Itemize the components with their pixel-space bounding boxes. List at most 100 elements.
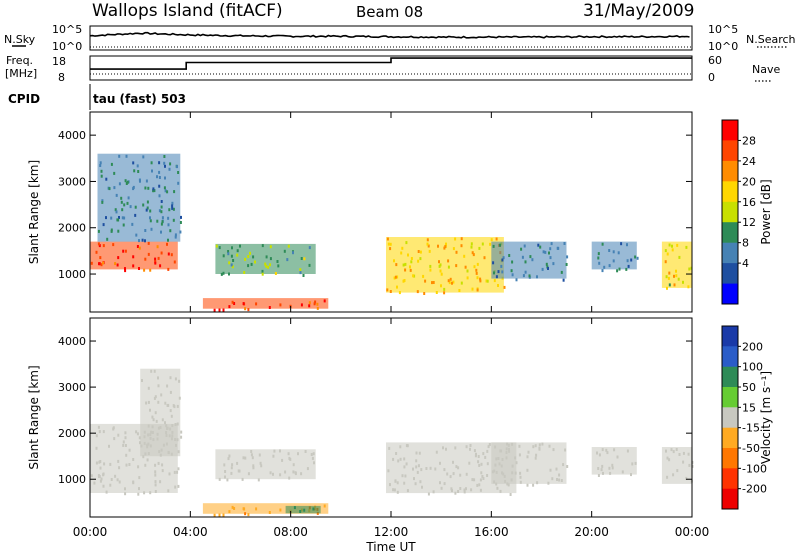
power-echo-cell — [158, 170, 161, 174]
power-echo-cell — [167, 267, 170, 271]
power-echo-cell — [524, 260, 527, 264]
velocity-echo-cell — [152, 418, 155, 422]
velocity-echo-cell — [174, 485, 177, 489]
power-echo-cell — [479, 277, 482, 281]
power-echo-cell — [417, 259, 420, 263]
power-echo-cell — [395, 263, 398, 267]
power-echo-cell — [113, 171, 116, 175]
velocity-echo-cell — [124, 487, 126, 491]
velocity-echo-cell — [597, 474, 600, 477]
velocity-echo-region — [285, 505, 321, 514]
velocity-echo-cell — [173, 470, 176, 474]
power-colorbar-label: Power [dB] — [759, 179, 773, 244]
power-echo-cell — [620, 242, 623, 246]
power-echo-cell — [158, 184, 161, 188]
velocity-echo-cell — [498, 462, 501, 466]
velocity-echo-cell — [601, 448, 604, 452]
velocity-echo-cell — [154, 470, 157, 474]
power-echo-cell — [677, 277, 680, 281]
velocity-echo-cell — [98, 460, 101, 464]
velocity-echo-cell — [443, 482, 446, 486]
power-echo-cell — [167, 216, 170, 220]
power-echo-cell — [524, 270, 527, 274]
power-echo-cell — [634, 255, 637, 259]
power-echo-cell — [99, 256, 102, 260]
velocity-echo-cell — [476, 483, 479, 487]
velocity-echo-cell — [143, 491, 146, 495]
velocity-colorbar-label: Velocity [m s⁻¹] — [759, 371, 773, 464]
power-echo-cell — [180, 215, 182, 219]
velocity-panel: 1000 2000 3000 4000 Slant Range [km] 200 100 50… — [27, 317, 773, 539]
velocity-echo-cell — [292, 470, 295, 474]
velocity-echo-cell — [166, 384, 169, 388]
velocity-echo-cell — [287, 452, 290, 456]
power-echo-cell — [440, 272, 443, 276]
velocity-echo-cell — [288, 456, 291, 460]
power-echo-cell — [676, 243, 679, 247]
power-echo-cell — [110, 216, 113, 220]
velocity-y-tick-label: 4000 — [58, 335, 86, 348]
power-echo-cell — [146, 200, 149, 204]
nsky-series-line — [89, 31, 690, 39]
velocity-y-axis-label: Slant Range [km] — [27, 365, 41, 469]
power-colorbar-swatch — [722, 160, 738, 182]
power-echo-cell — [252, 255, 255, 259]
power-echo-cell — [100, 169, 103, 173]
power-echo-cell — [389, 290, 392, 293]
power-echo-cell — [501, 270, 504, 274]
power-echo-cell — [99, 161, 102, 165]
velocity-echo-cell — [102, 473, 105, 477]
power-colorbar-frame — [721, 119, 739, 305]
power-echo-cell — [286, 258, 289, 262]
velocity-echo-cell — [495, 482, 498, 486]
power-echo-cell — [121, 208, 124, 212]
power-echo-cell — [134, 205, 137, 209]
power-echo-cell — [132, 255, 135, 259]
power-echo-cell — [626, 259, 629, 263]
velocity-echo-cell — [152, 438, 155, 442]
velocity-echo-cell — [176, 422, 179, 426]
velocity-echo-cell — [102, 484, 105, 488]
power-echo-cell — [617, 251, 620, 255]
velocity-echo-cell — [138, 436, 141, 440]
power-echo-cell — [227, 252, 230, 256]
velocity-echo-cell — [250, 450, 253, 453]
velocity-colorbar-swatch — [722, 488, 738, 510]
power-echo-cell — [460, 281, 463, 285]
velocity-echo-cell — [124, 431, 127, 435]
velocity-echo-cell — [164, 401, 167, 405]
power-echo-cell — [149, 216, 151, 220]
freq-panel-frame — [89, 55, 693, 81]
power-echo-cell — [228, 272, 230, 276]
velocity-echo-cell — [316, 511, 319, 515]
power-echo-cell — [173, 260, 176, 264]
velocity-echo-cell — [418, 451, 421, 455]
velocity-y-tick-label: 1000 — [58, 473, 86, 486]
velocity-echo-cell — [137, 492, 140, 496]
power-echo-cell — [455, 250, 458, 254]
velocity-echo-cell — [252, 464, 255, 468]
velocity-echo-cell — [124, 436, 127, 440]
power-echo-cell — [510, 269, 513, 273]
velocity-echo-cell — [95, 461, 98, 465]
power-echo-cell — [90, 261, 93, 265]
power-echo-cell — [156, 245, 159, 249]
x-tick-label: 08:00 — [273, 525, 308, 539]
power-echo-cell — [164, 189, 167, 193]
power-echo-cell — [123, 203, 126, 207]
velocity-echo-cell — [279, 449, 281, 453]
velocity-echo-cell — [154, 480, 157, 484]
power-echo-cell — [458, 289, 461, 292]
velocity-echo-cell — [144, 452, 147, 456]
power-echo-cell — [160, 205, 163, 209]
power-echo-cell — [277, 264, 280, 268]
power-echo-cell — [396, 285, 398, 289]
velocity-echo-cell — [465, 472, 468, 476]
velocity-echo-cell — [176, 470, 179, 474]
velocity-echo-cell — [397, 459, 400, 463]
velocity-y-tick-label: 2000 — [58, 427, 86, 440]
power-echo-cell — [308, 263, 311, 267]
power-echo-cell — [444, 245, 447, 249]
power-echo-cell — [129, 205, 132, 209]
velocity-echo-cell — [526, 455, 529, 459]
